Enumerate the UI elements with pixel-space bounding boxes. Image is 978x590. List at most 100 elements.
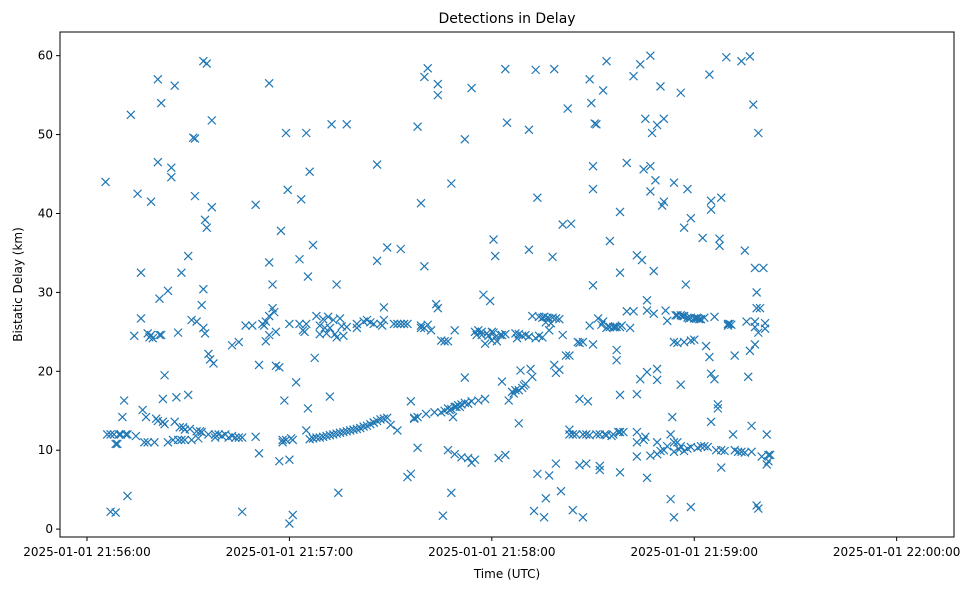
- data-point: [419, 261, 429, 271]
- data-point: [333, 488, 343, 498]
- data-point: [716, 463, 726, 472]
- data-point: [303, 272, 313, 282]
- y-tick-label: 40: [38, 206, 53, 220]
- data-point: [585, 321, 595, 330]
- data-point: [155, 330, 164, 340]
- data-point: [338, 331, 348, 341]
- data-point: [446, 179, 456, 188]
- data-point: [332, 332, 342, 342]
- data-point: [237, 433, 247, 443]
- data-point: [421, 409, 431, 419]
- data-point: [556, 486, 566, 496]
- data-point: [396, 244, 406, 254]
- data-point: [647, 128, 657, 138]
- data-point: [279, 396, 289, 405]
- data-point: [490, 251, 500, 261]
- data-point: [392, 319, 402, 329]
- data-point: [155, 294, 164, 304]
- data-point: [295, 319, 304, 329]
- data-point: [713, 400, 723, 409]
- data-point: [423, 320, 433, 330]
- data-point: [156, 330, 166, 340]
- data-point: [544, 471, 554, 480]
- data-point: [467, 83, 477, 93]
- data-point: [649, 266, 659, 276]
- data-point: [686, 502, 696, 512]
- data-point: [500, 329, 510, 339]
- x-tick-label: 2025-01-01 22:00:00: [833, 545, 960, 559]
- data-point: [568, 429, 578, 439]
- data-point: [715, 234, 724, 244]
- x-axis-label: Time (UTC): [473, 567, 540, 581]
- data-point: [532, 469, 542, 479]
- data-point: [632, 437, 642, 447]
- data-point: [386, 420, 396, 430]
- data-point: [701, 341, 711, 351]
- data-point: [328, 315, 338, 325]
- data-point: [669, 178, 679, 188]
- data-point: [163, 437, 173, 447]
- data-point: [327, 119, 336, 129]
- data-point: [588, 340, 598, 349]
- data-point: [595, 461, 605, 471]
- data-point: [588, 161, 598, 171]
- data-point: [612, 345, 622, 355]
- data-point: [681, 280, 691, 289]
- data-point: [318, 432, 328, 442]
- data-point: [264, 330, 274, 340]
- data-point: [359, 422, 369, 431]
- data-point: [720, 446, 730, 456]
- data-point: [492, 336, 502, 346]
- data-point: [753, 128, 763, 138]
- data-point: [728, 429, 738, 439]
- data-point: [487, 327, 497, 337]
- data-point: [332, 429, 342, 439]
- data-point: [699, 441, 709, 451]
- x-tick-label: 2025-01-01 21:57:00: [226, 545, 353, 559]
- data-point: [283, 185, 293, 195]
- data-point: [430, 407, 439, 417]
- data-point: [173, 328, 183, 338]
- data-point: [416, 323, 426, 333]
- data-point: [129, 331, 139, 341]
- data-point: [264, 311, 274, 321]
- data-point: [706, 205, 716, 214]
- data-point: [338, 427, 348, 437]
- data-point: [544, 325, 554, 335]
- data-point: [117, 412, 127, 422]
- data-point: [694, 314, 704, 324]
- data-point: [529, 506, 539, 516]
- data-point: [615, 467, 625, 477]
- data-point: [494, 453, 503, 463]
- data-point: [750, 340, 760, 349]
- data-point: [642, 295, 652, 305]
- data-point: [706, 417, 716, 427]
- data-point: [586, 98, 596, 108]
- y-tick-label: 10: [38, 443, 53, 457]
- data-point: [251, 200, 261, 210]
- data-point: [443, 336, 453, 346]
- data-point: [750, 322, 760, 332]
- data-point: [548, 252, 557, 262]
- data-point: [667, 412, 677, 422]
- data-point: [676, 441, 686, 451]
- data-point: [413, 122, 423, 132]
- data-point: [470, 455, 480, 465]
- data-point: [502, 118, 512, 128]
- data-point: [608, 429, 618, 439]
- data-point: [568, 505, 578, 515]
- data-point: [377, 321, 387, 330]
- data-point: [637, 255, 647, 265]
- data-point: [389, 319, 399, 329]
- data-point: [190, 191, 200, 201]
- data-point: [489, 235, 498, 244]
- data-point: [656, 446, 665, 456]
- data-point: [563, 104, 573, 113]
- data-point: [686, 336, 696, 345]
- data-point: [204, 349, 213, 359]
- data-point: [301, 319, 311, 329]
- data-point: [139, 437, 149, 447]
- data-point: [622, 158, 632, 168]
- data-point: [524, 245, 534, 255]
